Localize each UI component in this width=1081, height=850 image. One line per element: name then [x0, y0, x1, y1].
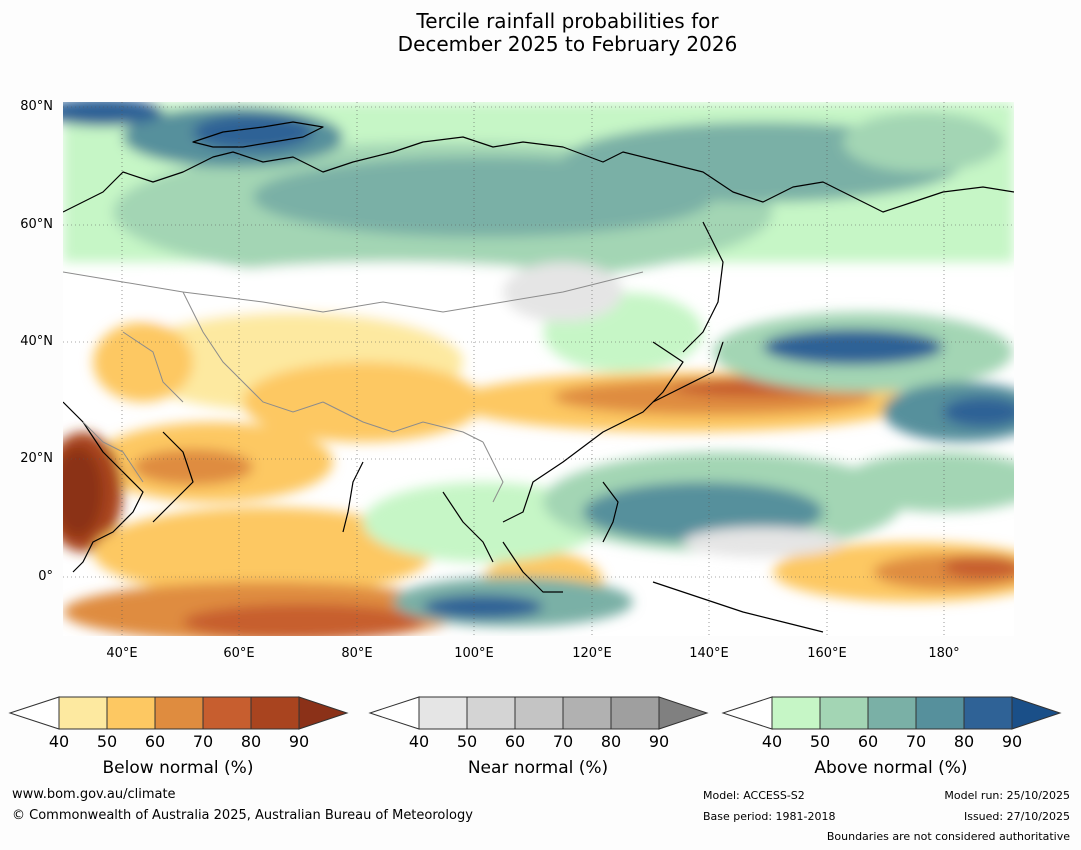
legend-above-tick-50: 50	[809, 732, 831, 751]
legend-above-tick-40: 40	[761, 732, 783, 751]
probability-fields	[63, 102, 1014, 636]
legend-below-tick-70: 70	[192, 732, 214, 751]
legend-near-tick-40: 40	[408, 732, 430, 751]
legend-near-title: Near normal (%)	[467, 758, 609, 778]
legend-above-tick-70: 70	[905, 732, 927, 751]
title-line-2: December 2025 to February 2026	[397, 32, 738, 56]
model-run-text: Model run: 25/10/2025	[944, 789, 1070, 802]
lat-label-80n: 80°N	[20, 99, 53, 114]
legend-below-tick-90: 90	[288, 732, 310, 751]
copyright-text: © Commonwealth of Australia 2025, Austra…	[12, 808, 473, 823]
lat-label-0: 0°	[38, 569, 53, 584]
lon-label-60e: 60°E	[223, 646, 255, 661]
legend-below-tick-80: 80	[240, 732, 262, 751]
legend-above-tick-60: 60	[857, 732, 879, 751]
legend-below-tick-40: 40	[48, 732, 70, 751]
model-text: Model: ACCESS-S2	[703, 789, 805, 802]
legend-above-title: Above normal (%)	[814, 758, 968, 778]
legend-near-tick-60: 60	[504, 732, 526, 751]
legend-above-tick-80: 80	[953, 732, 975, 751]
title-line-1: Tercile rainfall probabilities for	[416, 9, 719, 33]
coastlines	[63, 121, 1014, 633]
legend-below-tick-60: 60	[144, 732, 166, 751]
legend-near-normal	[368, 696, 709, 732]
probability-map	[63, 102, 1014, 636]
legend-near-tick-70: 70	[552, 732, 574, 751]
legend-near-tick-90: 90	[648, 732, 670, 751]
lon-label-100e: 100°E	[454, 646, 494, 661]
lon-label-80e: 80°E	[341, 646, 373, 661]
legend-below-title: Below normal (%)	[102, 758, 254, 778]
legend-near-tick-50: 50	[456, 732, 478, 751]
boundaries-disclaimer: Boundaries are not considered authoritat…	[826, 830, 1070, 843]
issued-text: Issued: 27/10/2025	[963, 810, 1070, 823]
base-period-text: Base period: 1981-2018	[703, 810, 836, 823]
legend-below-normal	[8, 696, 349, 732]
website-link[interactable]: www.bom.gov.au/climate	[12, 787, 176, 802]
probability-map-svg	[63, 102, 1014, 636]
legend-near-tick-80: 80	[600, 732, 622, 751]
lat-label-60n: 60°N	[20, 217, 53, 232]
lon-label-160e: 160°E	[807, 646, 847, 661]
legend-below-tick-50: 50	[96, 732, 118, 751]
country-borders	[63, 271, 644, 503]
lon-label-40e: 40°E	[106, 646, 138, 661]
legend-above-normal	[721, 696, 1062, 732]
map-title: Tercile rainfall probabilities for Decem…	[0, 10, 1081, 56]
lon-label-140e: 140°E	[689, 646, 729, 661]
legend-above-tick-90: 90	[1001, 732, 1023, 751]
lon-label-180: 180°	[928, 646, 960, 661]
lat-label-40n: 40°N	[20, 334, 53, 349]
lat-label-20n: 20°N	[20, 451, 53, 466]
lon-label-120e: 120°E	[572, 646, 612, 661]
graticule	[63, 102, 1014, 636]
